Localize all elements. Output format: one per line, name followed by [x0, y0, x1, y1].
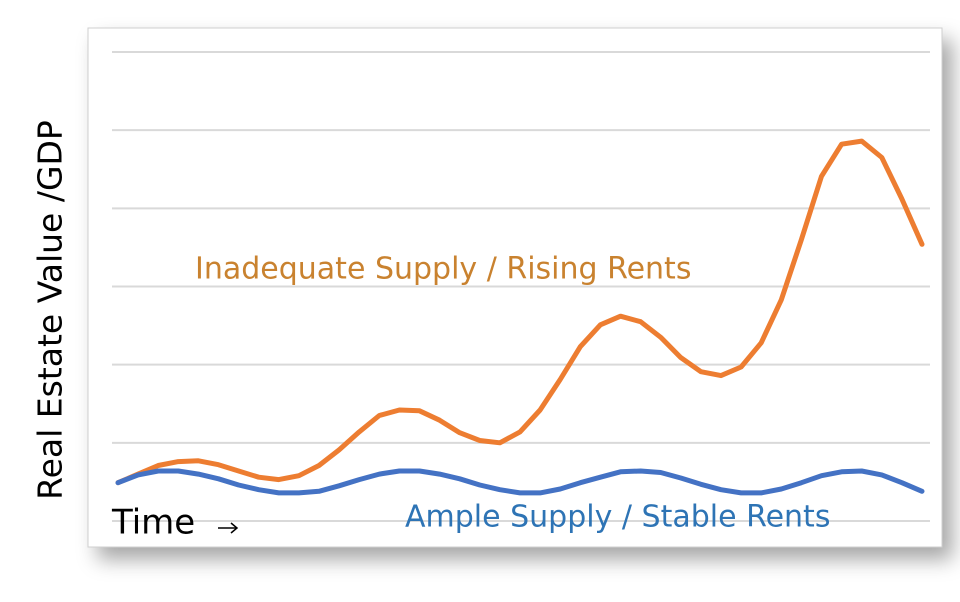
series-line	[115, 468, 925, 496]
series-line	[115, 138, 925, 486]
grid	[112, 51, 930, 522]
arrow-icon	[218, 522, 239, 534]
y-axis-title: Real Estate Value /GDP	[31, 120, 70, 500]
x-axis-title: Time	[111, 503, 195, 543]
lines	[115, 138, 925, 496]
annotation: Ample Supply / Stable Rents	[405, 500, 830, 535]
annotation: Inadequate Supply / Rising Rents	[195, 252, 691, 287]
